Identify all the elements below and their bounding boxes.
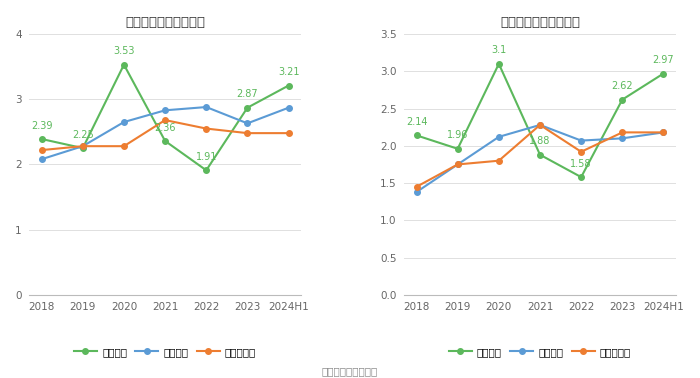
Text: 2.87: 2.87 [237, 89, 258, 99]
Text: 2.39: 2.39 [31, 121, 52, 131]
行业中位数 [120, 144, 128, 149]
Line: 行业中位数: 行业中位数 [38, 117, 291, 153]
Legend: 速动比率, 行业均値, 行业中位数: 速动比率, 行业均値, 行业中位数 [449, 347, 631, 357]
行业均値 [536, 123, 544, 127]
Text: 2.14: 2.14 [406, 117, 427, 127]
行业均値 [37, 157, 46, 161]
Line: 行业中位数: 行业中位数 [414, 122, 666, 189]
流动比率 [161, 139, 169, 143]
速动比率 [412, 133, 421, 138]
Text: 3.53: 3.53 [113, 46, 134, 56]
行业均値 [78, 144, 87, 149]
行业中位数 [577, 149, 585, 154]
流动比率 [78, 146, 87, 150]
Legend: 流动比率, 行业均値, 行业中位数: 流动比率, 行业均値, 行业中位数 [74, 347, 256, 357]
行业中位数 [536, 123, 544, 127]
Text: 3.1: 3.1 [491, 45, 507, 56]
速动比率 [454, 147, 462, 151]
行业中位数 [495, 158, 503, 163]
行业均値 [243, 121, 251, 125]
行业均値 [161, 108, 169, 113]
Text: 2.97: 2.97 [652, 55, 674, 65]
Text: 3.21: 3.21 [278, 67, 300, 77]
速动比率 [495, 62, 503, 66]
Text: 数据来源：恒生聚源: 数据来源：恒生聚源 [322, 366, 378, 376]
流动比率 [243, 105, 251, 110]
流动比率 [284, 83, 293, 88]
行业中位数 [412, 184, 421, 189]
行业中位数 [243, 131, 251, 135]
Line: 行业均値: 行业均値 [414, 122, 666, 195]
Title: 历年流动比率变化情况: 历年流动比率变化情况 [125, 15, 205, 29]
Text: 2.36: 2.36 [154, 122, 176, 133]
Text: 1.58: 1.58 [570, 159, 592, 169]
Text: 1.96: 1.96 [447, 130, 468, 141]
行业中位数 [161, 118, 169, 122]
Line: 流动比率: 流动比率 [38, 62, 291, 173]
行业均値 [659, 130, 668, 135]
Line: 行业均値: 行业均値 [38, 104, 291, 162]
行业均値 [454, 162, 462, 167]
流动比率 [202, 168, 211, 173]
行业均値 [284, 105, 293, 110]
行业中位数 [659, 130, 668, 135]
流动比率 [120, 62, 128, 67]
行业均値 [412, 190, 421, 194]
Text: 2.25: 2.25 [72, 130, 94, 140]
行业均値 [577, 138, 585, 143]
Title: 历年速动比率变化情况: 历年速动比率变化情况 [500, 15, 580, 29]
Text: 1.88: 1.88 [529, 136, 551, 146]
行业均値 [120, 120, 128, 124]
行业中位数 [78, 144, 87, 149]
行业中位数 [37, 148, 46, 152]
行业中位数 [284, 131, 293, 135]
速动比率 [618, 97, 626, 102]
Line: 速动比率: 速动比率 [414, 61, 666, 180]
速动比率 [659, 71, 668, 76]
Text: 1.91: 1.91 [195, 152, 217, 162]
行业中位数 [618, 130, 626, 135]
行业均値 [618, 136, 626, 141]
速动比率 [536, 152, 544, 157]
行业均値 [202, 105, 211, 109]
行业均値 [495, 135, 503, 139]
Text: 2.62: 2.62 [612, 81, 633, 91]
流动比率 [37, 137, 46, 141]
行业中位数 [454, 162, 462, 167]
速动比率 [577, 175, 585, 180]
行业中位数 [202, 126, 211, 131]
